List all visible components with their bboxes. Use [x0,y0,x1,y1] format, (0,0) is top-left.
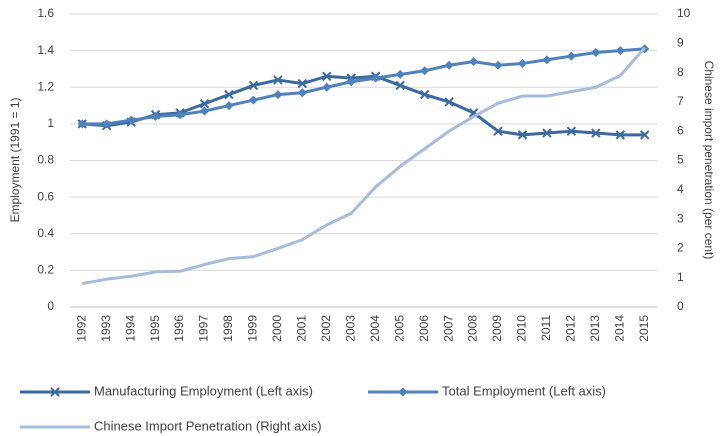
data-point [419,89,430,100]
x-tick-label: 2009 [490,315,504,342]
x-tick-label: 1999 [246,315,260,342]
data-point [102,119,112,129]
legend-marker [398,387,408,397]
data-point [517,130,528,140]
y-tick-label: 1 [47,116,54,130]
y-tick-label: 1.2 [37,79,54,93]
y-axis-label: Employment (1991 = 1) [8,97,22,222]
y-tick-label: 0.4 [37,226,54,240]
data-point [566,126,577,136]
x-tick-label: 2014 [612,315,626,342]
x-tick-label: 2015 [637,315,651,342]
data-point [224,101,234,111]
legend-marker [50,387,60,397]
data-point [640,130,650,140]
x-tick-label: 2003 [343,315,357,342]
data-point [322,71,332,81]
data-point [273,90,283,100]
x-tick-label: 2001 [295,315,309,342]
x-tick-label: 1997 [197,315,211,342]
data-point [493,126,503,136]
data-point [517,58,527,68]
y2-tick-label: 9 [677,35,684,49]
y2-tick-label: 1 [677,270,684,284]
x-tick-label: 1996 [172,315,186,342]
data-point [297,78,308,89]
y-tick-label: 1.4 [37,43,54,57]
data-point [444,97,454,107]
y2-tick-label: 8 [677,65,684,79]
series-line [82,74,645,137]
data-point [346,77,356,87]
y-tick-label: 0.8 [37,153,54,167]
data-point [248,80,259,91]
data-point [420,66,430,76]
data-point [151,112,161,122]
legend-label: Total Employment (Left axis) [442,383,606,398]
y2-tick-label: 10 [677,6,691,20]
x-tick-label: 2012 [564,315,578,342]
data-point [444,60,454,70]
data-point [591,47,601,57]
y-tick-label: 0 [47,299,54,313]
x-tick-label: 1992 [74,315,88,342]
x-tick-label: 1994 [123,315,137,342]
data-point [542,55,552,65]
x-tick-label: 1998 [221,315,235,342]
y2-tick-label: 7 [677,94,684,108]
data-point [77,119,87,129]
x-tick-label: 2002 [319,315,333,342]
y2-tick-label: 3 [677,211,684,225]
x-tick-label: 2011 [539,315,553,341]
x-tick-label: 2013 [588,315,602,342]
y2-tick-label: 5 [677,153,684,167]
data-point [175,110,185,120]
data-point [469,57,479,67]
x-tick-label: 2008 [466,315,480,342]
data-point [371,73,381,83]
y2-axis-label: Chinese import penetration (per cent) [702,61,716,260]
data-point [615,46,625,56]
data-point [200,106,210,116]
x-tick-label: 2010 [515,315,529,342]
y2-tick-label: 6 [677,123,684,137]
legend-label: Chinese Import Penetration (Right axis) [94,418,322,433]
data-point [566,51,576,61]
data-point [542,128,552,138]
data-point [126,115,136,125]
data-point [493,60,503,70]
x-tick-label: 1995 [148,315,162,342]
data-point [322,82,332,92]
data-point [273,75,283,85]
data-point [395,80,405,91]
series-line [81,46,646,286]
data-point [395,69,405,79]
y2-tick-label: 0 [677,299,684,313]
y2-tick-label: 2 [677,241,684,255]
x-tick-label: 2007 [441,315,455,342]
y2-tick-label: 4 [677,182,684,196]
x-tick-label: 2006 [417,315,431,342]
x-tick-label: 2005 [392,315,406,342]
x-tick-label: 2004 [368,315,382,342]
data-point [591,128,601,138]
legend-label: Manufacturing Employment (Left axis) [94,383,313,398]
data-point [248,95,258,105]
y-tick-label: 0.2 [37,263,54,277]
y-tick-label: 1.6 [37,6,54,20]
x-tick-label: 1993 [99,315,113,342]
data-point [297,88,307,98]
data-point [199,99,210,109]
data-point [224,89,234,100]
x-tick-label: 2000 [270,315,284,342]
data-point [615,130,626,140]
y-tick-label: 0.6 [37,189,54,203]
